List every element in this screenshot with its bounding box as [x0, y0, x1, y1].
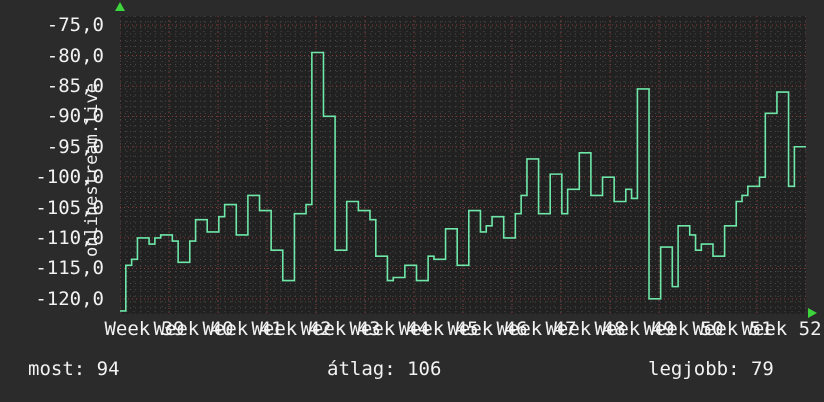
grid-layer — [120, 16, 806, 314]
x-tick-label: Week 39 — [104, 318, 185, 340]
y-tick-label: -85,0 — [46, 74, 104, 97]
triangle-right-icon — [808, 308, 817, 318]
x-tick-label: Week 50 — [643, 318, 724, 340]
x-tick-label: Week 52 — [741, 318, 822, 340]
x-tick-label: Week 45 — [398, 318, 479, 340]
footer-stats: most: 94 átlag: 106 legjobb: 79 — [0, 358, 824, 402]
stat-average: átlag: 106 — [327, 358, 442, 380]
y-axis-ticks: -75,0 -80,0 -85,0 -90,0 -95,0 -100,0 -105,0 -11… — [0, 0, 104, 330]
y-tick-label: -95,0 — [46, 135, 104, 158]
y-tick-label: -80,0 — [46, 44, 104, 67]
y-tick-label: -115,0 — [35, 257, 104, 280]
x-tick-label: Week 51 — [692, 318, 773, 340]
x-tick-label: Week 42 — [251, 318, 332, 340]
x-tick-label: Week 48 — [545, 318, 626, 340]
x-tick-label: Week 44 — [349, 318, 430, 340]
y-tick-label: -100,0 — [35, 166, 104, 189]
x-tick-label: Week 49 — [594, 318, 675, 340]
x-axis-ticks: Week 39 Week 40 Week 41 Week 42 Week 43 Week … — [0, 318, 824, 346]
stat-best: legjobb: 79 — [648, 358, 774, 380]
x-tick-label: Week 46 — [447, 318, 528, 340]
y-tick-label: -120,0 — [35, 287, 104, 310]
x-tick-label: Week 40 — [153, 318, 234, 340]
x-tick-label: Week 43 — [300, 318, 381, 340]
y-tick-label: -105,0 — [35, 196, 104, 219]
triangle-up-icon — [115, 2, 125, 11]
x-tick-label: Week 41 — [202, 318, 283, 340]
stat-now: most: 94 — [28, 358, 120, 380]
data-layer — [120, 51, 806, 312]
y-tick-label: -110,0 — [35, 226, 104, 249]
plot-area — [120, 16, 806, 314]
y-tick-label: -75,0 — [46, 14, 104, 37]
y-tick-label: -90,0 — [46, 105, 104, 128]
x-tick-label: Week 47 — [496, 318, 577, 340]
